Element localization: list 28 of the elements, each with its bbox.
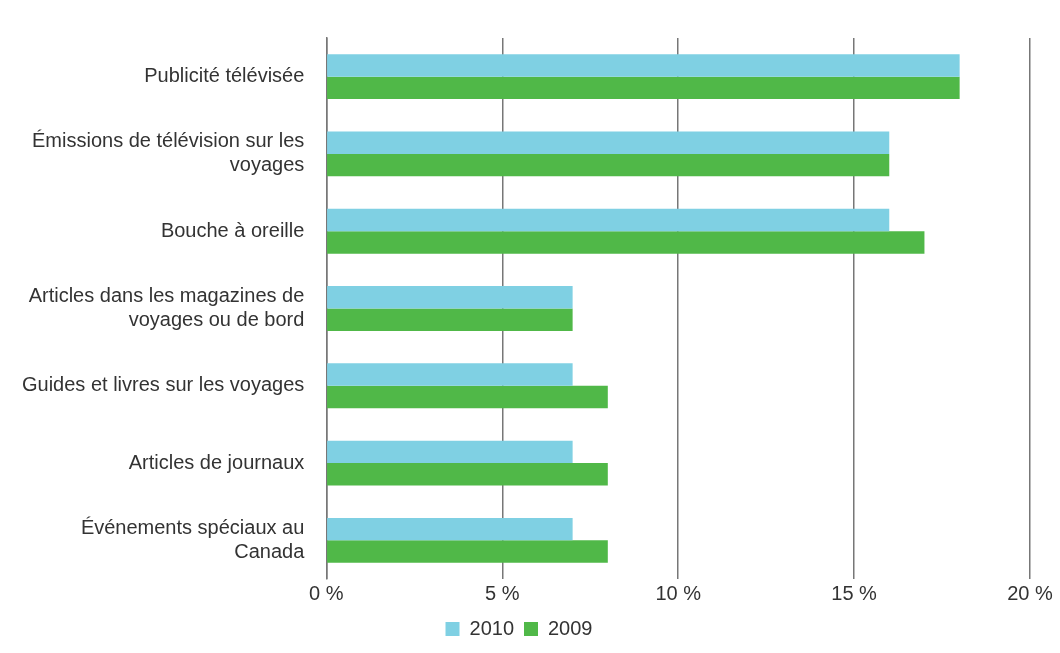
bar [327,131,890,154]
x-tick-label: 10 % [655,581,702,604]
bar [327,308,573,331]
y-tick-label: Bouche à oreille [160,218,305,241]
bar [327,463,608,486]
y-tick-label: Événements spéciaux au Canada [80,515,306,562]
x-tick-label: 0 % [309,581,344,604]
y-tick-label: Articles de journaux [128,450,305,473]
bar [327,286,573,309]
legend-label: 2010 [469,616,515,639]
bar [327,440,573,464]
bar [327,517,573,541]
bar [327,54,960,77]
bar [327,231,925,254]
x-tick-label: 5 % [485,581,520,604]
y-tick-label: Publicité télévisée [144,64,305,87]
bar [327,385,608,409]
x-tick-label: 20 % [1007,581,1054,604]
bar [327,76,960,100]
bar [327,540,608,563]
bar [327,208,890,232]
bar [327,153,890,177]
legend-label: 2009 [548,616,593,639]
x-tick-label: 15 % [831,581,878,604]
y-tick-label: Guides et livres sur les voyages [22,373,305,396]
y-tick-label: Émissions de télévision sur les voyages [32,129,305,176]
bar [327,363,573,386]
y-tick-label: Articles dans les magazines de voyages ou de bord [28,284,305,331]
